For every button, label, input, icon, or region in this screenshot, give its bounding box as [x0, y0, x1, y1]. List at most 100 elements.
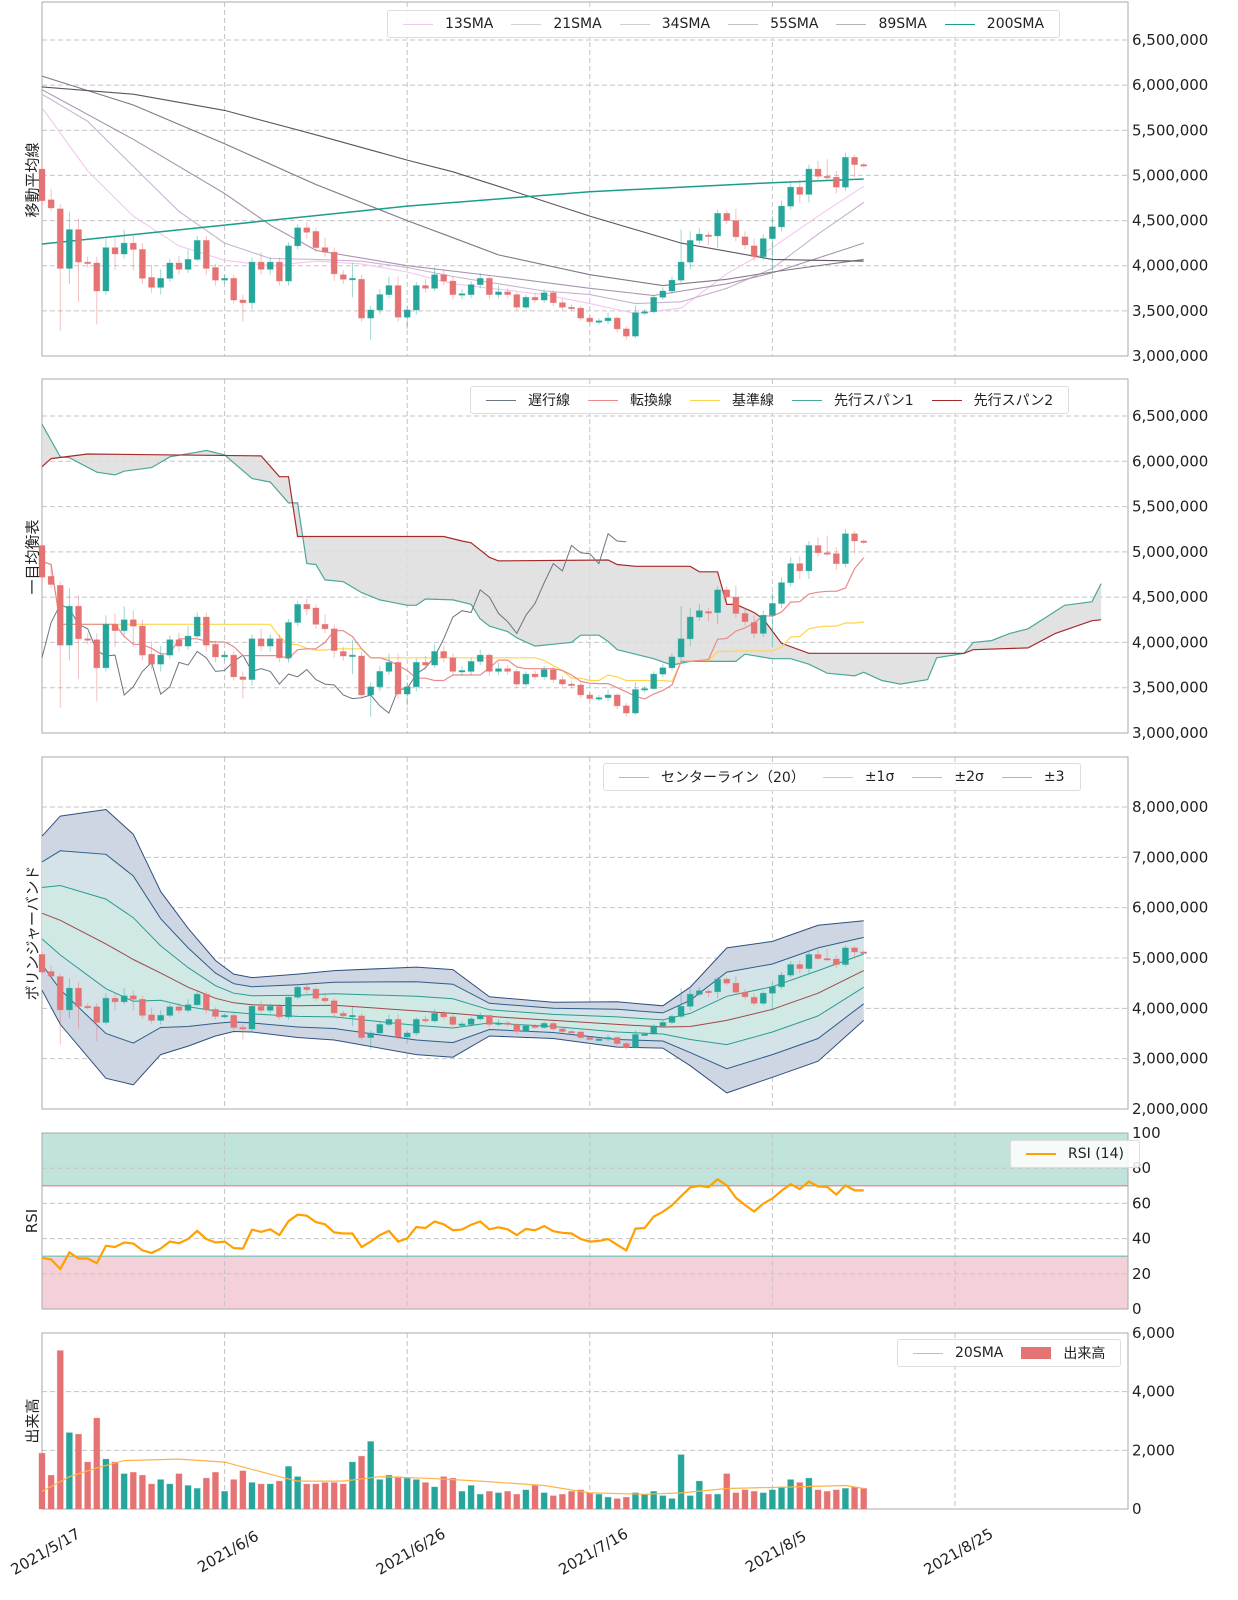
candle	[449, 1014, 457, 1027]
volume-bar	[842, 1488, 849, 1510]
candle-body	[129, 242, 137, 250]
candle	[686, 231, 694, 270]
candle	[148, 641, 155, 670]
candle-body	[394, 285, 402, 318]
candle-body	[467, 284, 475, 296]
chikou-line	[41, 532, 627, 714]
candle	[549, 666, 557, 684]
candle	[403, 305, 411, 329]
candle-body	[750, 622, 758, 634]
candle-body	[668, 1015, 676, 1023]
candle-body	[257, 638, 265, 647]
line-swatch-icon	[912, 776, 943, 778]
line-swatch-icon	[913, 1352, 943, 1354]
volume-bar	[129, 1471, 137, 1510]
y-tick-label: 20	[1132, 1265, 1151, 1283]
legend-label: 89SMA	[878, 16, 927, 32]
candle-body	[248, 1005, 256, 1030]
candle	[495, 285, 502, 299]
y-tick-label: 6,000,000	[1132, 76, 1208, 94]
candle	[750, 615, 758, 638]
candle-body	[632, 312, 639, 337]
candle	[275, 1003, 283, 1020]
candle	[412, 281, 420, 315]
candle	[522, 294, 530, 310]
candle	[449, 276, 457, 300]
volume-bar	[358, 1455, 365, 1510]
candle	[559, 1026, 566, 1033]
candle-body	[787, 186, 795, 207]
ma-plot-area	[42, 2, 1128, 356]
candle-body	[805, 545, 813, 572]
candle	[239, 671, 247, 699]
candle-body	[759, 992, 767, 1004]
candle-body	[157, 277, 165, 288]
legend-label: 転換線	[630, 393, 672, 409]
candle-body	[47, 971, 55, 977]
candle-body	[47, 199, 55, 209]
candle	[248, 257, 256, 310]
candle-body	[531, 296, 539, 301]
candle	[349, 639, 356, 675]
candle-body	[586, 317, 594, 323]
candle-body	[148, 1014, 155, 1021]
candle	[266, 257, 274, 275]
candle-body	[522, 1025, 530, 1032]
candle-body	[102, 247, 110, 292]
candle-body	[202, 616, 210, 646]
candle	[93, 256, 101, 325]
volume-bar	[75, 1433, 82, 1510]
candle-body	[476, 277, 484, 286]
candle	[349, 1006, 356, 1026]
volume-bar	[604, 1496, 612, 1510]
candle-body	[75, 229, 82, 263]
candle-body	[266, 1005, 274, 1011]
sma-line-200sma	[41, 178, 864, 245]
candle	[440, 646, 448, 663]
candle-body	[686, 616, 694, 640]
candle-body	[577, 1031, 585, 1038]
legend-label: センターライン（20）	[661, 770, 805, 786]
candle	[239, 1024, 247, 1040]
candle	[476, 649, 484, 666]
candle	[467, 281, 475, 299]
candle-body	[38, 954, 46, 973]
candle	[641, 309, 648, 316]
candle	[622, 1042, 630, 1050]
candle	[221, 651, 229, 661]
candle	[102, 993, 110, 1025]
candle	[403, 1030, 411, 1044]
candle	[193, 991, 201, 1006]
candle	[851, 946, 858, 960]
candle	[860, 539, 868, 544]
volume-bar	[641, 1493, 648, 1510]
candle-body	[458, 293, 466, 296]
candle-body	[422, 661, 429, 666]
candle	[814, 949, 822, 961]
candle	[659, 287, 667, 301]
candle	[440, 1010, 448, 1020]
candle	[376, 665, 384, 692]
candle-body	[741, 991, 749, 998]
candle	[294, 224, 302, 250]
candle-body	[705, 611, 712, 614]
candle	[148, 1007, 155, 1024]
candle	[56, 580, 64, 708]
y-tick-label: 5,500,000	[1132, 121, 1208, 139]
candle	[832, 955, 840, 969]
candle-body	[650, 1025, 658, 1035]
candle-body	[805, 168, 813, 195]
candle-body	[476, 1014, 484, 1020]
line-swatch-icon	[931, 399, 962, 401]
candle-body	[668, 279, 676, 292]
candle-body	[476, 654, 484, 662]
candle	[394, 653, 402, 699]
candle-body	[695, 233, 703, 241]
overbought-zone	[42, 1133, 1128, 1186]
y-tick-label: 6,000,000	[1132, 899, 1208, 917]
volume-bar	[339, 1483, 347, 1510]
legend-center: センターライン（20）	[619, 767, 805, 787]
kijun-line	[41, 560, 864, 683]
volume-bar	[148, 1483, 155, 1510]
volume-bar	[312, 1483, 320, 1510]
